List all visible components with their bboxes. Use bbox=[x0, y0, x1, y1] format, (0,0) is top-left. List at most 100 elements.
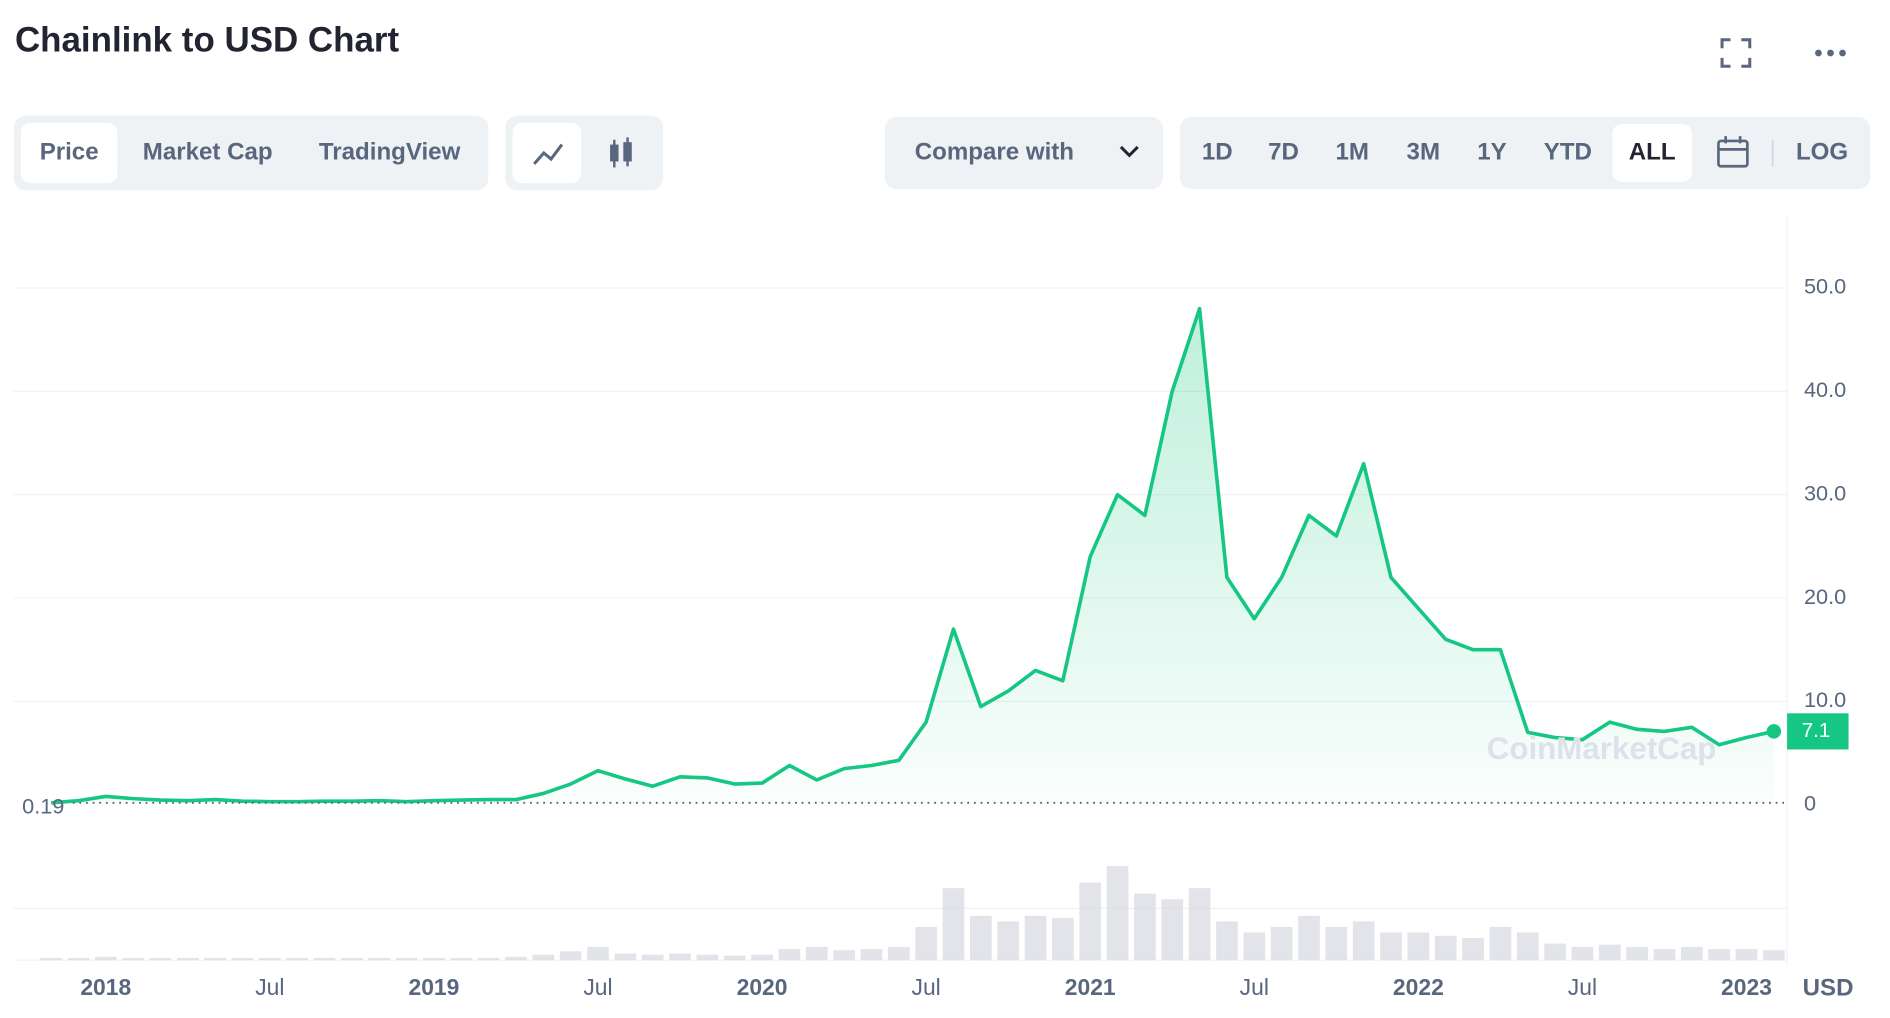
x-tick-label: 2021 bbox=[1065, 974, 1116, 1000]
volume-bar bbox=[1489, 926, 1512, 961]
range-button[interactable]: 3M bbox=[1407, 138, 1440, 165]
volume-bar bbox=[94, 956, 117, 961]
y-tick-label: 50.0 bbox=[1804, 274, 1846, 299]
last-point bbox=[1766, 724, 1782, 739]
volume-bar bbox=[1462, 938, 1484, 961]
volume-bar bbox=[1516, 932, 1539, 961]
volume-bar bbox=[1325, 926, 1348, 961]
x-tick-label: 2018 bbox=[80, 974, 131, 1000]
range-button[interactable]: 1Y bbox=[1477, 138, 1506, 165]
volume-bar bbox=[1434, 935, 1457, 961]
volume-bar bbox=[751, 954, 773, 961]
volume-bar bbox=[1052, 918, 1074, 961]
x-tick-label: 2019 bbox=[408, 974, 459, 1000]
volume-bar bbox=[1680, 946, 1703, 961]
calendar-icon[interactable] bbox=[1717, 136, 1749, 168]
volume-bar bbox=[1079, 882, 1102, 961]
more-icon[interactable] bbox=[1815, 49, 1846, 57]
volume-bar bbox=[669, 953, 691, 961]
range-group bbox=[1179, 116, 1871, 190]
volume-bar bbox=[1653, 949, 1676, 961]
volume-bar bbox=[395, 957, 418, 961]
price-line bbox=[50, 306, 1775, 805]
x-tick-label: 2020 bbox=[737, 974, 788, 1000]
volume-bar bbox=[887, 946, 910, 961]
volume-bar bbox=[1763, 950, 1785, 961]
tab[interactable]: Market Cap bbox=[143, 138, 273, 165]
x-tick-label: Jul bbox=[1568, 974, 1597, 1000]
range-selected bbox=[1612, 124, 1692, 182]
volume-bar bbox=[969, 915, 992, 961]
volume-bar bbox=[1598, 944, 1621, 961]
volume-bar bbox=[1735, 949, 1758, 961]
chevron bbox=[1119, 145, 1139, 158]
volume-bar bbox=[1161, 899, 1184, 961]
volume-bar bbox=[368, 957, 391, 961]
volume-bar bbox=[450, 957, 473, 961]
volume-bar bbox=[641, 954, 664, 961]
volume-bar bbox=[1024, 915, 1047, 961]
volume-bar bbox=[559, 951, 582, 961]
volume-bar bbox=[341, 957, 363, 961]
volume-bar bbox=[1270, 926, 1293, 961]
volume-bar bbox=[1106, 865, 1129, 961]
volume-bar bbox=[1571, 946, 1594, 961]
y-tick-label: 40.0 bbox=[1804, 377, 1846, 402]
volume-bar bbox=[805, 946, 828, 961]
line-icon bbox=[533, 143, 564, 165]
range-button[interactable]: 7D bbox=[1268, 138, 1299, 165]
compare-label: Compare with bbox=[915, 138, 1074, 165]
range-button[interactable]: ALL bbox=[1629, 138, 1676, 165]
volume-bar bbox=[915, 926, 937, 961]
watermark: CoinMarketCap bbox=[1487, 731, 1717, 766]
volume-bar bbox=[1626, 946, 1648, 961]
candle-icon[interactable] bbox=[610, 137, 632, 168]
volume-bar bbox=[67, 957, 90, 961]
volume-bar bbox=[259, 957, 281, 961]
start-price-label: 0.19 bbox=[22, 793, 64, 818]
x-tick-label: Jul bbox=[255, 974, 284, 1000]
title: Chainlink to USD Chart bbox=[15, 20, 400, 59]
y-tick-label: 0 bbox=[1804, 790, 1816, 815]
volume-bar bbox=[532, 954, 555, 961]
tab[interactable]: Price bbox=[40, 138, 99, 165]
volume-bar bbox=[176, 957, 199, 961]
fullscreen-icon[interactable] bbox=[1720, 38, 1752, 68]
unit-label: USD bbox=[1803, 974, 1854, 1001]
tab-group bbox=[13, 115, 489, 191]
volume-bar bbox=[997, 921, 1020, 961]
log-button[interactable]: LOG bbox=[1796, 138, 1848, 165]
current-price-badge bbox=[1787, 713, 1849, 750]
volume-bar bbox=[1407, 932, 1430, 961]
tab-selected bbox=[20, 122, 118, 184]
volume-bar bbox=[1380, 932, 1402, 961]
volume-bar bbox=[833, 950, 855, 961]
range-button[interactable]: 1M bbox=[1335, 138, 1368, 165]
volume-bar bbox=[723, 955, 746, 961]
volume-bar bbox=[860, 949, 883, 961]
volume-bar bbox=[1544, 943, 1566, 961]
volume-bar bbox=[1298, 915, 1320, 961]
volume-bar bbox=[696, 954, 719, 961]
volume-bar bbox=[477, 957, 500, 961]
current-price-label: 7.1 bbox=[1802, 719, 1830, 742]
volume-bar bbox=[149, 957, 172, 961]
volume-bar bbox=[231, 957, 254, 961]
range-button[interactable]: 1D bbox=[1202, 138, 1233, 165]
volume-bar bbox=[122, 957, 144, 961]
volume-bar bbox=[1134, 893, 1156, 961]
compare-dropdown[interactable] bbox=[884, 116, 1164, 190]
x-tick-label: Jul bbox=[912, 974, 941, 1000]
x-tick-label: 2023 bbox=[1721, 974, 1772, 1000]
volume-bar bbox=[40, 957, 62, 961]
volume-bar bbox=[1708, 949, 1731, 961]
volume-bar bbox=[1188, 888, 1211, 961]
line-type-button[interactable] bbox=[512, 122, 582, 184]
tab[interactable]: TradingView bbox=[319, 138, 461, 165]
volume-bar bbox=[587, 946, 609, 961]
volume-bar bbox=[942, 888, 965, 961]
volume-bar bbox=[313, 957, 336, 961]
x-tick-label: Jul bbox=[583, 974, 612, 1000]
range-button[interactable]: YTD bbox=[1544, 138, 1592, 165]
